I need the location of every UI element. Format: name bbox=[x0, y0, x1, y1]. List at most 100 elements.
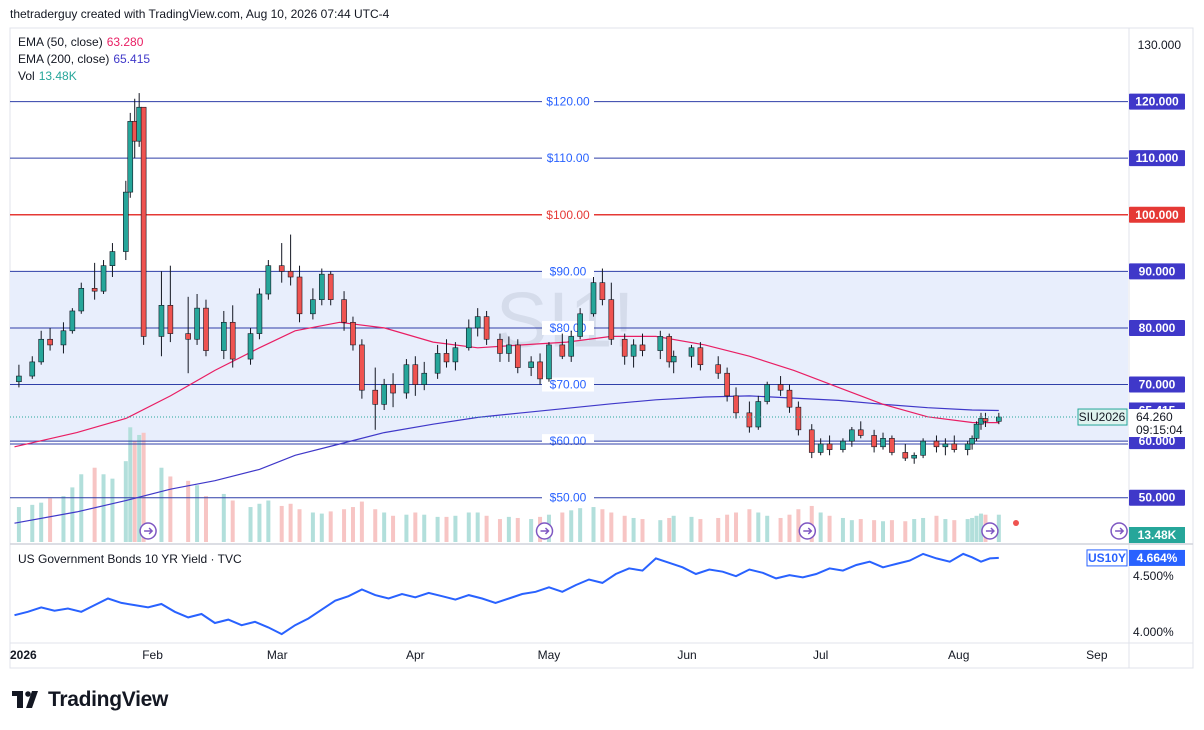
candle-body bbox=[247, 333, 254, 360]
candle-body bbox=[91, 288, 98, 292]
candle-body bbox=[474, 316, 481, 329]
candle-body bbox=[265, 265, 272, 295]
candle-body bbox=[123, 191, 129, 252]
candle bbox=[229, 305, 236, 368]
candle-body bbox=[69, 310, 76, 332]
candle bbox=[964, 441, 971, 456]
volume-bar bbox=[123, 461, 128, 542]
candle bbox=[973, 421, 980, 442]
volume-bar bbox=[600, 509, 605, 542]
volume-bar bbox=[70, 487, 75, 542]
candle-body bbox=[724, 372, 730, 397]
level-label: $70.00 bbox=[550, 378, 587, 392]
candle bbox=[559, 333, 566, 360]
level-axis-badge bbox=[1129, 93, 1185, 110]
candle-body bbox=[514, 344, 521, 368]
volume-bar bbox=[266, 500, 271, 542]
candle-body bbox=[996, 416, 1002, 422]
candle bbox=[733, 387, 739, 419]
level-axis-badge-label: 60.000 bbox=[1139, 434, 1176, 448]
candle bbox=[688, 344, 695, 368]
event-arrow-icon bbox=[1115, 527, 1125, 535]
candle-body bbox=[452, 347, 459, 363]
level-label: $90.00 bbox=[550, 264, 587, 278]
candle-body bbox=[590, 282, 597, 315]
candle-body bbox=[327, 273, 334, 300]
candle-body bbox=[808, 429, 815, 453]
level-axis-badge bbox=[1129, 263, 1185, 280]
volume-bar bbox=[373, 509, 378, 542]
volume-bar bbox=[342, 509, 347, 542]
volume-bar bbox=[195, 485, 200, 542]
candle-body bbox=[497, 338, 503, 354]
volume-bar bbox=[297, 509, 302, 542]
volume-bar bbox=[609, 512, 614, 542]
candle bbox=[951, 435, 958, 453]
volume-bar bbox=[288, 503, 293, 542]
candle bbox=[474, 308, 481, 337]
volume-bar bbox=[569, 510, 574, 542]
volume-bar bbox=[578, 508, 583, 542]
volume-bar bbox=[92, 467, 97, 542]
volume-bar bbox=[391, 515, 396, 542]
volume-bar bbox=[974, 515, 979, 542]
candle-body bbox=[443, 353, 450, 363]
candle-body bbox=[902, 452, 909, 459]
volume-bar bbox=[310, 512, 315, 542]
tradingview-brand[interactable]: TradingView bbox=[12, 688, 168, 712]
volume-bar bbox=[689, 516, 694, 542]
candle-body bbox=[47, 338, 53, 346]
candle bbox=[247, 327, 254, 365]
candle bbox=[278, 243, 285, 283]
candle-body bbox=[666, 336, 673, 363]
time-axis-tick: Sep bbox=[1086, 648, 1108, 662]
candle bbox=[194, 293, 200, 345]
candle bbox=[318, 268, 325, 306]
candles bbox=[16, 93, 1002, 464]
level-axis-badge-label: 110.000 bbox=[1136, 151, 1179, 165]
candle-body bbox=[559, 344, 566, 357]
volume-bar bbox=[506, 516, 511, 542]
candle bbox=[777, 376, 784, 396]
candle-body bbox=[657, 336, 664, 351]
candle bbox=[871, 429, 877, 453]
candle-body bbox=[817, 443, 824, 453]
level-label-bg bbox=[542, 490, 594, 505]
level-label: $50.00 bbox=[550, 491, 587, 505]
yield-last-badge bbox=[1129, 549, 1185, 566]
legend-ema50: EMA (50, close) 63.280 bbox=[18, 35, 143, 49]
candle-body bbox=[880, 438, 886, 448]
event-marker bbox=[139, 522, 157, 540]
candle-body bbox=[310, 299, 316, 315]
candle bbox=[528, 356, 534, 377]
candle-body bbox=[29, 361, 36, 377]
volume-bar bbox=[203, 496, 208, 542]
level-axis-badge-label: 120.000 bbox=[1135, 95, 1179, 109]
volume-bar bbox=[168, 476, 173, 542]
volume-bar bbox=[658, 520, 663, 542]
volume-bar bbox=[475, 512, 480, 542]
volume-bar bbox=[979, 513, 984, 542]
candle bbox=[158, 271, 165, 357]
candle-body bbox=[688, 347, 695, 357]
volume-bar bbox=[640, 519, 645, 542]
candle-body bbox=[506, 344, 512, 354]
candle bbox=[350, 316, 356, 351]
candle-body bbox=[857, 429, 864, 436]
candle bbox=[506, 336, 512, 362]
volume-bar bbox=[319, 513, 324, 542]
candle-body bbox=[434, 353, 441, 374]
candle-body bbox=[951, 443, 958, 450]
candle bbox=[452, 342, 459, 371]
level-axis-badge bbox=[1129, 206, 1185, 223]
candle bbox=[599, 268, 606, 306]
candle bbox=[933, 435, 940, 453]
candle-body bbox=[786, 389, 793, 408]
candle-body bbox=[372, 389, 379, 405]
candle bbox=[69, 308, 76, 334]
legend-volume: Vol 13.48K bbox=[18, 69, 77, 83]
candle-body bbox=[973, 423, 980, 439]
candle bbox=[546, 342, 552, 382]
volume-bar bbox=[952, 520, 957, 542]
candle-body bbox=[826, 443, 833, 450]
